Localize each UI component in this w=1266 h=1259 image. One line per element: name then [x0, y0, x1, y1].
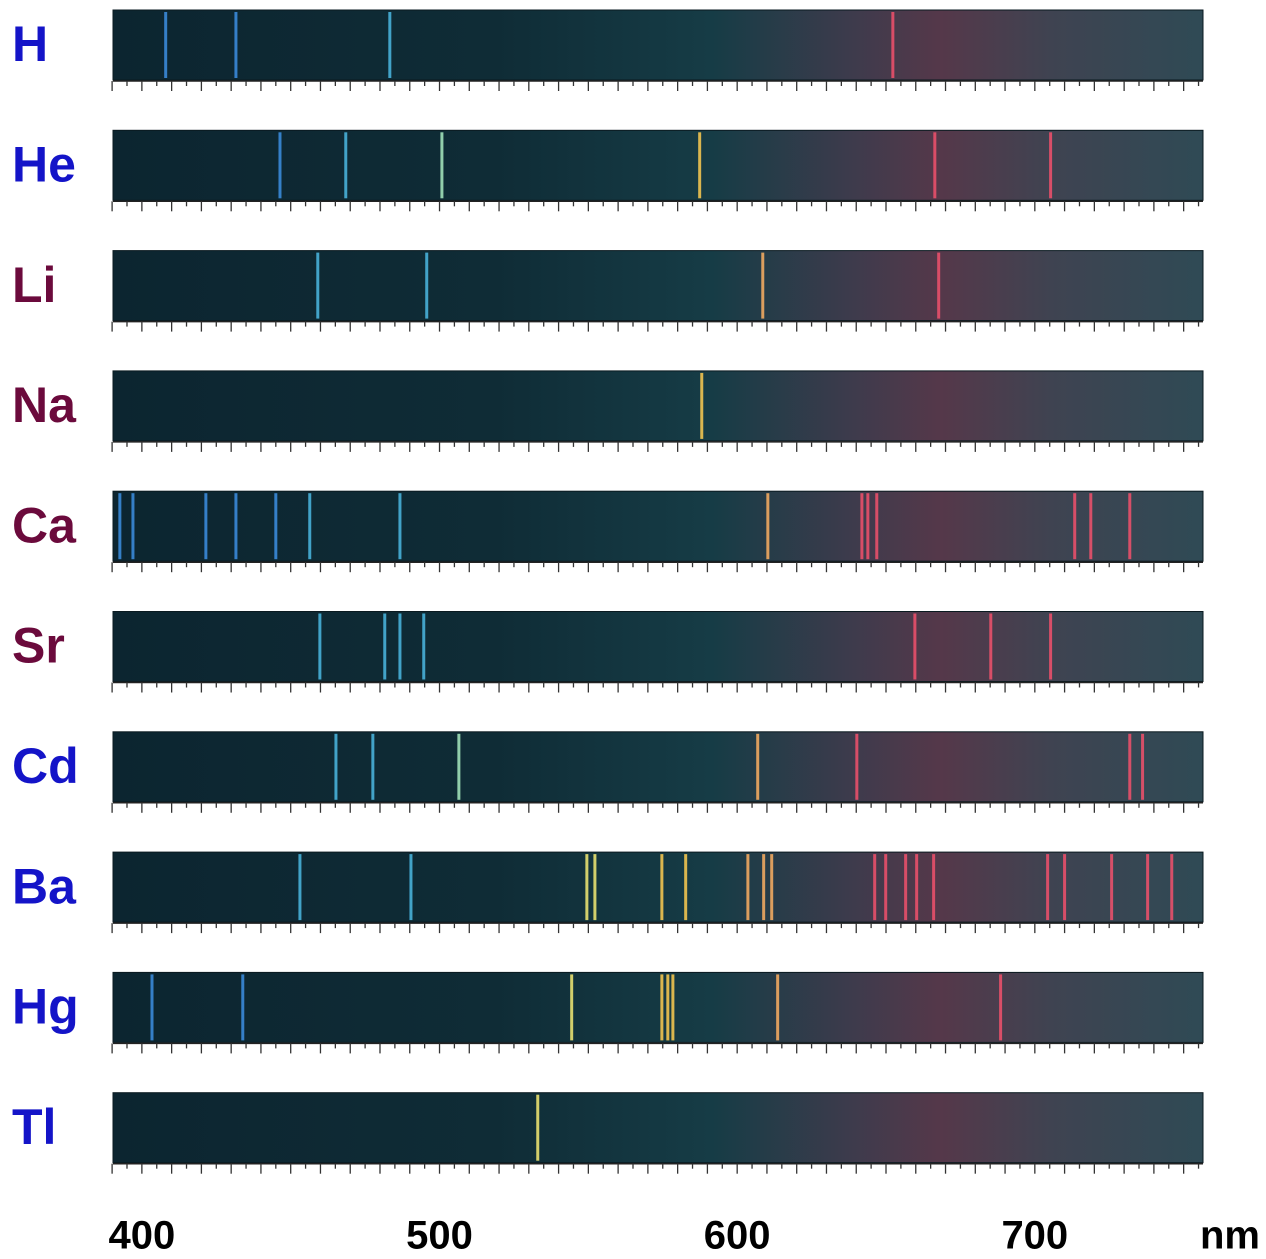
element-label: Na — [12, 377, 77, 433]
emission-line — [866, 493, 869, 559]
emission-line — [1089, 493, 1092, 559]
x-tick-label: 400 — [108, 1214, 175, 1258]
element-label: Hg — [12, 979, 79, 1035]
emission-line — [298, 854, 301, 920]
emission-line — [425, 253, 428, 319]
spectrum-strip — [113, 972, 1203, 1042]
emission-line — [766, 493, 769, 559]
emission-line — [1146, 854, 1149, 920]
emission-line — [761, 253, 764, 319]
emission-line — [316, 253, 319, 319]
x-axis-label: nm — [1200, 1214, 1260, 1258]
element-label: He — [12, 137, 76, 193]
element-label: H — [12, 16, 48, 72]
element-label: Ba — [12, 858, 77, 914]
emission-line — [388, 12, 391, 78]
emission-line — [1141, 734, 1144, 800]
element-label: Li — [12, 257, 56, 313]
emission-line — [913, 614, 916, 680]
emission-line — [150, 974, 153, 1040]
emission-line — [915, 854, 918, 920]
emission-line — [770, 854, 773, 920]
emission-line — [1128, 493, 1131, 559]
emission-line — [1073, 493, 1076, 559]
emission-line — [932, 854, 935, 920]
emission-line — [762, 854, 765, 920]
emission-line — [371, 734, 374, 800]
emission-line — [933, 132, 936, 198]
emission-line — [999, 974, 1002, 1040]
element-label: Ca — [12, 497, 77, 553]
emission-line — [1170, 854, 1173, 920]
emission-line — [278, 132, 281, 198]
emission-line — [660, 974, 663, 1040]
element-label: Tl — [12, 1099, 56, 1155]
emission-line — [904, 854, 907, 920]
emission-line — [409, 854, 412, 920]
emission-line — [698, 132, 701, 198]
spectrum-strip — [113, 732, 1203, 802]
emission-line — [457, 734, 460, 800]
emission-line — [241, 974, 244, 1040]
x-tick-label: 700 — [1001, 1214, 1068, 1258]
spectrum-strip — [113, 612, 1203, 682]
emission-line — [891, 12, 894, 78]
emission-line — [671, 974, 674, 1040]
emission-line — [873, 854, 876, 920]
emission-line — [1063, 854, 1066, 920]
spectrum-strip — [113, 251, 1203, 321]
spectra-chart: nm H He Li Na Ca Sr Cd Ba Hg Tl 400 500 600 700 — [0, 0, 1266, 1259]
emission-line — [660, 854, 663, 920]
element-label: Sr — [12, 618, 65, 674]
emission-line — [776, 974, 779, 1040]
emission-line — [700, 373, 703, 439]
spectrum-strip — [113, 130, 1203, 200]
emission-line — [593, 854, 596, 920]
emission-line — [164, 12, 167, 78]
emission-line — [1049, 614, 1052, 680]
emission-line — [570, 974, 573, 1040]
emission-line — [666, 974, 669, 1040]
emission-line — [536, 1095, 539, 1161]
emission-line — [989, 614, 992, 680]
emission-line — [1046, 854, 1049, 920]
spectrum-strip — [113, 852, 1203, 922]
emission-line — [398, 493, 401, 559]
emission-line — [746, 854, 749, 920]
emission-line — [1049, 132, 1052, 198]
emission-line — [855, 734, 858, 800]
emission-line — [344, 132, 347, 198]
emission-line — [684, 854, 687, 920]
x-tick-label: 500 — [406, 1214, 473, 1258]
emission-line — [585, 854, 588, 920]
emission-line — [274, 493, 277, 559]
emission-line — [884, 854, 887, 920]
emission-line — [334, 734, 337, 800]
emission-line — [1128, 734, 1131, 800]
spectrum-strip — [113, 10, 1203, 80]
emission-line — [308, 493, 311, 559]
emission-line — [131, 493, 134, 559]
emission-line — [875, 493, 878, 559]
emission-line — [204, 493, 207, 559]
emission-line — [1110, 854, 1113, 920]
emission-line — [422, 614, 425, 680]
emission-line — [118, 493, 121, 559]
emission-line — [440, 132, 443, 198]
emission-line — [756, 734, 759, 800]
spectrum-strip — [113, 371, 1203, 441]
x-tick-label: 600 — [704, 1214, 771, 1258]
emission-line — [318, 614, 321, 680]
element-label: Cd — [12, 738, 79, 794]
emission-line — [398, 614, 401, 680]
spectrum-strip — [113, 1093, 1203, 1163]
emission-line — [860, 493, 863, 559]
emission-line — [383, 614, 386, 680]
emission-line — [234, 12, 237, 78]
emission-line — [234, 493, 237, 559]
emission-line — [937, 253, 940, 319]
